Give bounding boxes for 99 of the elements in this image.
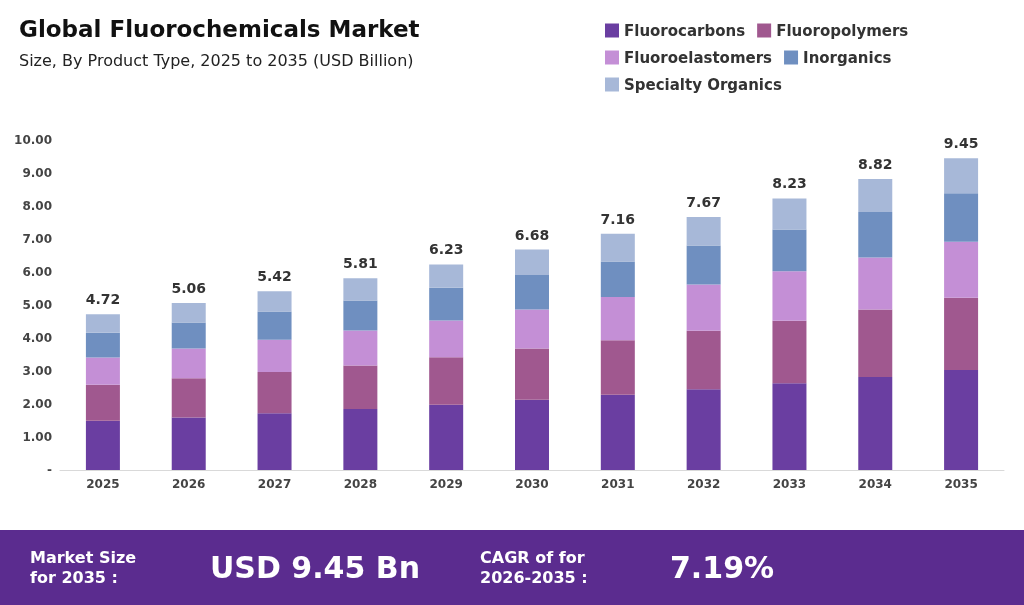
bar bbox=[858, 257, 893, 310]
bar bbox=[257, 291, 292, 312]
bar bbox=[85, 384, 120, 421]
y-tick-label: 3.00 bbox=[22, 364, 52, 378]
bar bbox=[944, 370, 979, 470]
text: CAGR of for 2026-2035 : bbox=[480, 547, 589, 588]
bar bbox=[772, 229, 807, 272]
bar bbox=[429, 320, 464, 358]
total-label: 7.67 bbox=[686, 193, 721, 210]
bar bbox=[944, 158, 979, 194]
x-tick-label: 2029 bbox=[429, 477, 463, 491]
bar bbox=[772, 271, 807, 321]
bar bbox=[429, 357, 464, 405]
y-tick-label: 9.00 bbox=[22, 166, 52, 180]
bar bbox=[686, 245, 721, 285]
bar bbox=[600, 340, 635, 395]
bar bbox=[429, 264, 464, 288]
bar bbox=[944, 241, 979, 298]
x-tick-label: 2033 bbox=[772, 477, 807, 491]
bar bbox=[772, 383, 807, 470]
bar bbox=[515, 274, 549, 310]
total-label: 8.23 bbox=[772, 175, 807, 192]
bar bbox=[772, 320, 807, 384]
total-label: 5.06 bbox=[171, 280, 206, 297]
bar bbox=[429, 287, 464, 321]
total-label: 9.45 bbox=[943, 135, 979, 152]
y-tick-label: 5.00 bbox=[22, 298, 52, 312]
bar bbox=[686, 216, 721, 246]
bar bbox=[600, 297, 635, 341]
chart-title: Global Fluorochemicals Market bbox=[19, 15, 420, 42]
bar bbox=[343, 365, 378, 409]
x-tick-label: 2026 bbox=[172, 477, 206, 491]
bar bbox=[858, 211, 893, 258]
legend-label: Fluorocarbons bbox=[624, 21, 746, 40]
bar bbox=[257, 371, 292, 414]
bar bbox=[343, 408, 378, 470]
bar bbox=[600, 261, 635, 298]
bar bbox=[85, 314, 120, 333]
total-label: 6.68 bbox=[514, 226, 550, 243]
y-tick-label: 6.00 bbox=[22, 265, 52, 279]
bar bbox=[944, 193, 979, 242]
bar bbox=[858, 178, 893, 212]
total-label: 5.42 bbox=[257, 268, 292, 285]
x-tick-label: 2035 bbox=[944, 477, 978, 491]
chart-subtitle: Size, By Product Type, 2025 to 2035 (USD Billion) bbox=[19, 50, 414, 70]
bar bbox=[171, 378, 206, 418]
bar bbox=[600, 394, 635, 470]
bar bbox=[343, 330, 378, 366]
y-tick-label: 2.00 bbox=[22, 397, 52, 411]
x-tick-label: 2030 bbox=[515, 477, 549, 491]
bar bbox=[686, 330, 721, 390]
total-label: 5.81 bbox=[343, 255, 378, 272]
bar bbox=[171, 303, 206, 323]
bar bbox=[515, 348, 549, 400]
x-tick-label: 2031 bbox=[601, 477, 635, 491]
bar bbox=[772, 198, 807, 230]
bar bbox=[171, 322, 206, 349]
y-tick-label: 1.00 bbox=[22, 430, 52, 444]
total-label: 6.23 bbox=[428, 241, 464, 258]
total-label: 7.16 bbox=[600, 210, 636, 227]
x-tick-label: 2025 bbox=[86, 477, 120, 491]
text: 7.19% bbox=[670, 550, 775, 585]
y-tick-label: - bbox=[47, 463, 53, 477]
bar bbox=[515, 399, 549, 470]
total-label: 4.72 bbox=[85, 291, 121, 308]
legend-label: Specialty Organics bbox=[624, 75, 782, 94]
bar bbox=[944, 297, 979, 371]
bar bbox=[85, 420, 120, 470]
x-tick-label: 2034 bbox=[858, 477, 892, 491]
text: Market Size for 2035 : bbox=[30, 547, 138, 588]
bar bbox=[171, 348, 206, 379]
y-tick-label: 10.00 bbox=[14, 133, 52, 147]
bar bbox=[85, 357, 120, 385]
text: USD 9.45 Bn bbox=[210, 550, 421, 585]
y-tick-label: 7.00 bbox=[22, 232, 52, 246]
legend-label: Inorganics bbox=[803, 48, 892, 67]
x-tick-label: 2027 bbox=[257, 477, 292, 491]
bar bbox=[343, 300, 378, 331]
legend-label: Fluoroelastomers bbox=[624, 48, 773, 67]
bar bbox=[686, 389, 721, 470]
y-tick-label: 4.00 bbox=[22, 331, 52, 345]
bar bbox=[858, 376, 893, 470]
total-label: 8.82 bbox=[858, 155, 893, 172]
bar bbox=[515, 309, 549, 349]
x-tick-label: 2032 bbox=[686, 477, 721, 491]
bar bbox=[600, 233, 635, 262]
bar bbox=[257, 311, 292, 340]
legend-label: Fluoropolymers bbox=[776, 21, 909, 40]
bar bbox=[515, 249, 549, 275]
y-tick-label: 8.00 bbox=[22, 199, 52, 213]
bar bbox=[343, 278, 378, 301]
x-tick-label: 2028 bbox=[343, 477, 378, 491]
bar bbox=[257, 413, 292, 470]
bar bbox=[858, 309, 893, 377]
bar bbox=[257, 339, 292, 372]
bar bbox=[171, 417, 206, 470]
bar bbox=[686, 284, 721, 331]
bar bbox=[85, 332, 120, 358]
bar bbox=[429, 404, 464, 470]
